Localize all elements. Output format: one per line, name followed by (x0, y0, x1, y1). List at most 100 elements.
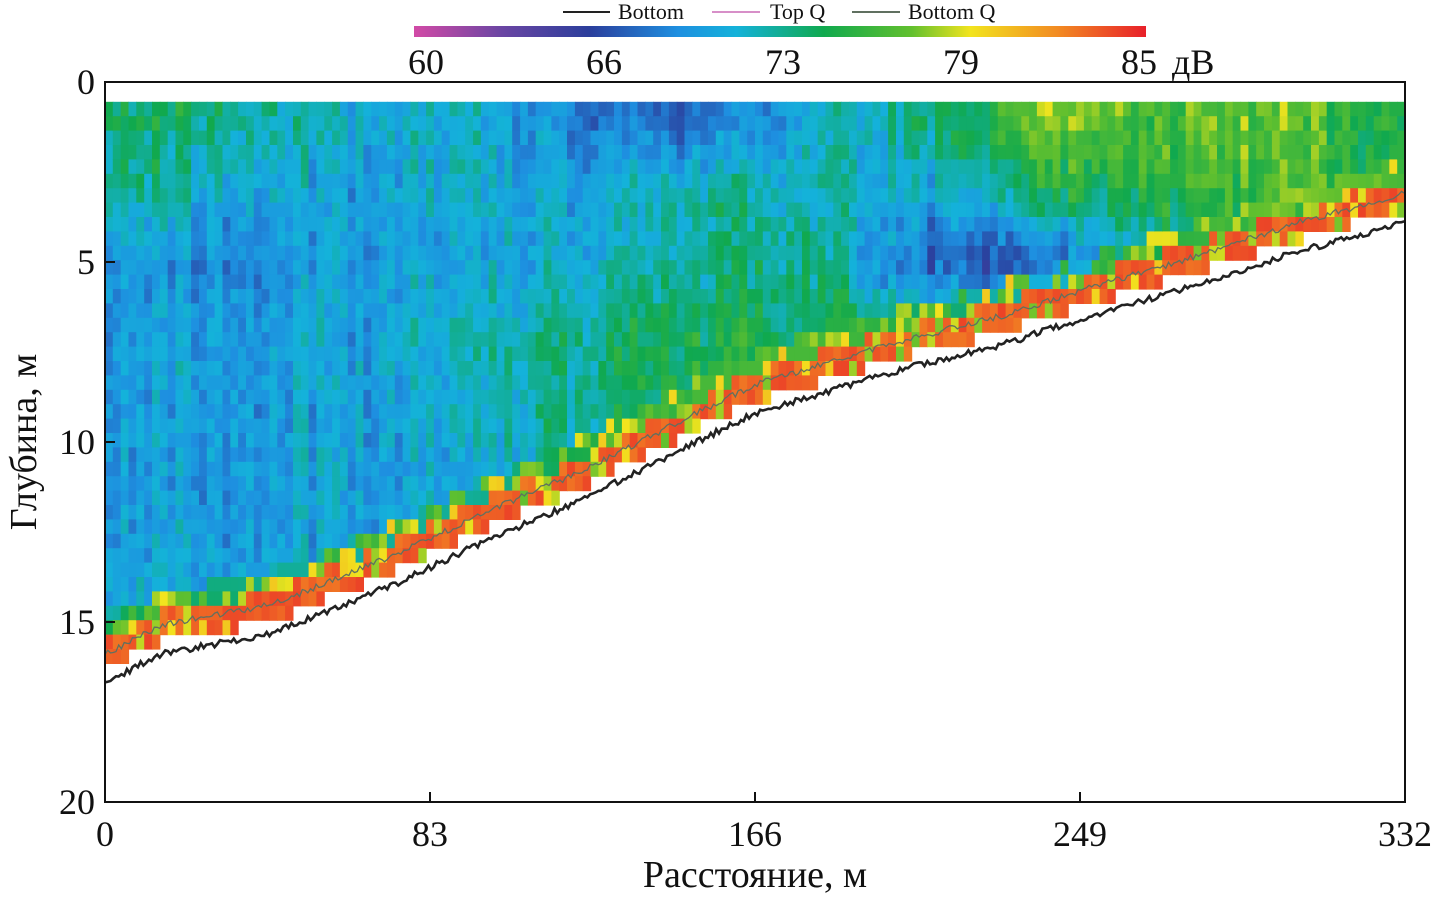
heatmap-cell (1264, 159, 1273, 175)
heatmap-cell (105, 490, 114, 506)
heatmap-cell (668, 317, 678, 333)
heatmap-cell (849, 217, 858, 232)
heatmap-cell (230, 605, 239, 621)
heatmap-cell (606, 188, 615, 204)
heatmap-cell (316, 130, 325, 146)
heatmap-cell (731, 159, 740, 175)
heatmap-cell (755, 303, 764, 319)
heatmap-cell (958, 188, 967, 204)
heatmap-cell (183, 418, 192, 434)
heatmap-cell (261, 173, 270, 189)
heatmap-cell (551, 202, 560, 218)
heatmap-cell (629, 361, 639, 376)
heatmap-cell (316, 231, 325, 247)
heatmap-cell (1256, 116, 1265, 132)
heatmap-cell (441, 461, 451, 477)
heatmap-cell (261, 303, 270, 319)
heatmap-cell (293, 433, 302, 448)
heatmap-cell (504, 188, 513, 204)
heatmap-cell (152, 505, 161, 520)
heatmap-cell (747, 245, 756, 261)
heatmap-cell (1334, 159, 1343, 175)
heatmap-cell (817, 361, 827, 376)
heatmap-cell (966, 159, 975, 175)
heatmap-cell (1123, 231, 1132, 247)
heatmap-cell (136, 231, 145, 247)
heatmap-cell (363, 490, 372, 506)
heatmap-cell (230, 289, 239, 304)
heatmap-cell (371, 404, 380, 420)
heatmap-cell (308, 404, 317, 420)
heatmap-cell (222, 145, 231, 160)
heatmap-cell (496, 418, 505, 434)
heatmap-cell (911, 303, 920, 319)
heatmap-cell (426, 274, 435, 290)
heatmap-cell (449, 159, 458, 175)
heatmap-cell (903, 231, 913, 247)
heatmap-cell (449, 389, 458, 405)
heatmap-cell (339, 159, 349, 175)
heatmap-cell (120, 274, 130, 290)
heatmap-cell (896, 202, 905, 218)
heatmap-cell (386, 289, 396, 304)
heatmap-cell (1224, 116, 1234, 132)
heatmap-cell (504, 202, 513, 218)
heatmap-cell (355, 361, 364, 376)
heatmap-cell (809, 130, 819, 146)
heatmap-cell (261, 217, 270, 232)
heatmap-cell (473, 217, 482, 232)
heatmap-cell (175, 245, 184, 261)
heatmap-cell (911, 173, 920, 189)
heatmap-cell (120, 433, 130, 448)
heatmap-cell (958, 317, 967, 333)
heatmap-cell (1358, 145, 1367, 160)
heatmap-cell (723, 260, 733, 276)
heatmap-cell (747, 116, 756, 132)
heatmap-cell (943, 145, 952, 160)
heatmap-cell (1052, 303, 1061, 319)
heatmap-cell (512, 332, 521, 348)
heatmap-cell (222, 404, 231, 420)
heatmap-cell (206, 519, 216, 535)
heatmap-cell (974, 173, 983, 189)
heatmap-cell (715, 260, 725, 276)
heatmap-cell (535, 418, 545, 434)
heatmap-cell (927, 274, 936, 290)
heatmap-cell (379, 476, 388, 492)
heatmap-cell (1044, 260, 1054, 276)
heatmap-cell (723, 332, 733, 348)
heatmap-cell (567, 346, 576, 362)
heatmap-cell (966, 332, 975, 348)
heatmap-cell (199, 461, 208, 477)
heatmap-cell (152, 634, 161, 650)
heatmap-cell (809, 332, 819, 348)
heatmap-cell (269, 361, 278, 376)
heatmap-cell (590, 101, 599, 117)
heatmap-cell (222, 562, 231, 578)
heatmap-cell (653, 245, 662, 261)
heatmap-cell (183, 404, 192, 420)
heatmap-cell (1029, 159, 1038, 175)
heatmap-cell (841, 346, 850, 362)
heatmap-cell (1240, 145, 1249, 160)
heatmap-cell (300, 346, 310, 362)
heatmap-cell (833, 188, 842, 204)
heatmap-cell (1342, 101, 1351, 117)
heatmap-cell (441, 173, 451, 189)
heatmap-cell (128, 101, 137, 117)
heatmap-cell (457, 389, 466, 405)
heatmap-cell (214, 173, 223, 189)
heatmap-cell (261, 317, 270, 333)
heatmap-cell (105, 505, 114, 520)
heatmap-cell (668, 245, 678, 261)
heatmap-cell (1295, 217, 1304, 232)
heatmap-cell (394, 289, 404, 304)
heatmap-cell (410, 289, 419, 304)
heatmap-cell (661, 418, 670, 434)
heatmap-cell (574, 260, 584, 276)
heatmap-cell (919, 289, 928, 304)
heatmap-cell (316, 505, 325, 520)
heatmap-cell (285, 231, 294, 247)
heatmap-cell (339, 519, 349, 535)
heatmap-cell (386, 231, 396, 247)
